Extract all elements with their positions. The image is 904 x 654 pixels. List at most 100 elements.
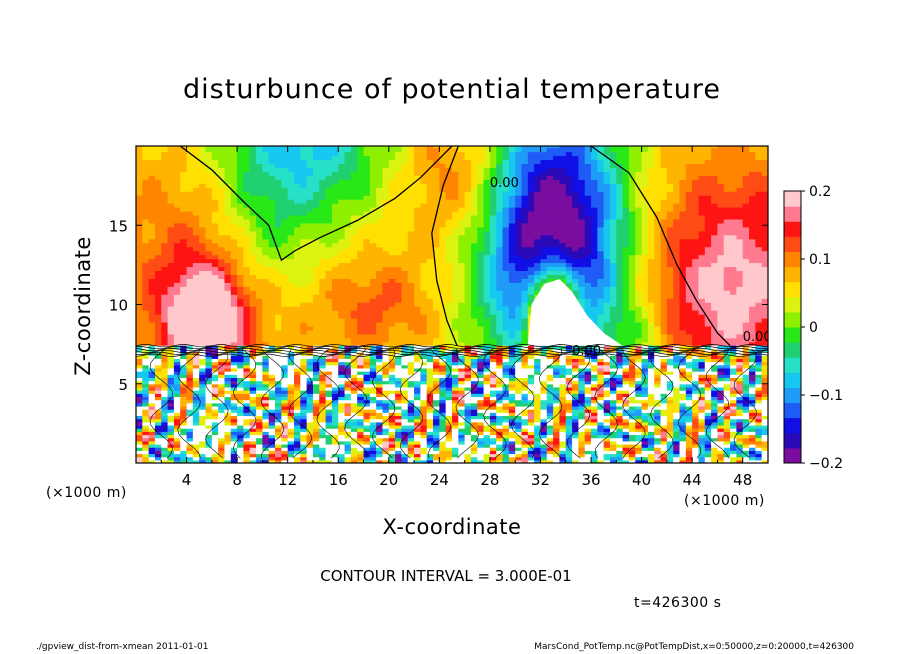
field-cell: [395, 191, 403, 196]
field-cell: [142, 258, 150, 264]
field-cell: [237, 456, 245, 461]
field-cell: [439, 396, 447, 401]
field-cell: [433, 421, 440, 426]
field-cell: [306, 183, 314, 188]
field-cell: [388, 393, 396, 398]
field-cell: [452, 187, 459, 192]
field-cell: [325, 424, 333, 429]
field-cell: [205, 453, 213, 458]
field-cell: [306, 402, 314, 407]
field-cell: [350, 214, 358, 220]
field-cell: [369, 146, 377, 149]
field-cell: [470, 270, 478, 275]
field-cell: [363, 424, 371, 429]
field-cell: [312, 203, 320, 208]
field-cell: [192, 302, 200, 307]
field-cell: [483, 246, 491, 252]
field-cell: [142, 167, 150, 172]
field-cell: [470, 380, 478, 385]
field-cell: [218, 393, 226, 398]
field-cell: [470, 437, 478, 442]
field-cell: [376, 405, 384, 410]
field-cell: [395, 358, 403, 363]
field-cell: [483, 286, 491, 291]
field-cell: [294, 337, 301, 343]
field-cell: [426, 383, 434, 388]
field-cell: [186, 361, 194, 366]
field-cell: [256, 453, 263, 458]
field-cell: [173, 333, 181, 339]
field-cell: [344, 325, 352, 331]
field-cell: [205, 415, 213, 420]
field-cell: [243, 254, 251, 260]
field-cell: [338, 402, 346, 407]
field-cell: [464, 195, 472, 200]
field-cell: [199, 393, 207, 398]
field-cell: [154, 367, 162, 372]
field-cell: [287, 424, 295, 429]
field-cell: [414, 191, 421, 196]
field-cell: [294, 282, 301, 287]
field-cell: [433, 459, 440, 463]
field-cell: [452, 183, 459, 188]
field-cell: [401, 317, 409, 323]
field-cell: [173, 383, 181, 388]
field-cell: [300, 146, 308, 149]
field-cell: [243, 325, 251, 331]
field-cell: [300, 456, 308, 461]
field-cell: [161, 409, 169, 413]
field-cell: [180, 355, 188, 359]
field-cell: [199, 352, 207, 356]
field-cell: [458, 325, 466, 331]
field-cell: [211, 321, 219, 327]
field-cell: [489, 306, 497, 311]
field-cell: [275, 230, 282, 236]
field-cell: [338, 195, 346, 200]
field-cell: [338, 302, 346, 307]
field-cell: [287, 314, 295, 319]
field-cell: [395, 393, 403, 398]
field-cell: [407, 179, 415, 184]
field-cell: [192, 405, 200, 410]
field-cell: [489, 183, 497, 188]
field-cell: [211, 274, 219, 279]
field-cell: [173, 258, 181, 264]
field-cell: [268, 274, 276, 279]
field-cell: [230, 286, 238, 291]
field-cell: [256, 431, 263, 436]
field-cell: [395, 266, 403, 272]
field-cell: [268, 159, 276, 165]
field-cell: [243, 434, 251, 439]
field-cell: [154, 195, 162, 200]
field-cell: [344, 302, 352, 307]
field-cell: [180, 393, 188, 398]
field-cell: [268, 459, 276, 463]
field-cell: [275, 367, 282, 372]
field-cell: [414, 337, 421, 343]
field-cell: [281, 250, 289, 256]
field-cell: [218, 210, 226, 216]
field-cell: [161, 282, 169, 287]
field-cell: [154, 424, 162, 429]
field-cell: [268, 282, 276, 287]
field-cell: [369, 151, 377, 157]
field-cell: [401, 325, 409, 331]
field-cell: [287, 234, 295, 240]
field-cell: [142, 226, 150, 232]
field-cell: [401, 266, 409, 272]
field-cell: [338, 412, 346, 417]
field-cell: [205, 364, 213, 369]
field-cell: [325, 383, 333, 388]
field-cell: [452, 254, 459, 260]
field-cell: [489, 258, 497, 264]
field-cell: [199, 234, 207, 240]
field-cell: [344, 337, 352, 343]
field-cell: [154, 171, 162, 176]
field-cell: [439, 377, 447, 382]
field-cell: [331, 409, 339, 413]
field-cell: [452, 393, 459, 398]
field-cell: [477, 325, 485, 331]
field-cell: [306, 270, 314, 275]
field-cell: [439, 147, 447, 153]
field-cell: [262, 179, 270, 184]
